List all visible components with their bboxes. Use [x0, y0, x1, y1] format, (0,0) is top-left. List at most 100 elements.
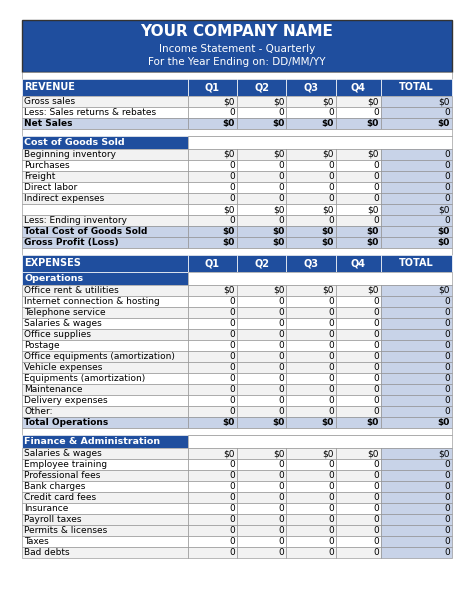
Bar	[237, 318, 286, 329]
Bar	[188, 481, 237, 492]
Text: 0: 0	[374, 194, 379, 203]
Bar	[286, 255, 336, 272]
Text: 0: 0	[374, 363, 379, 372]
Bar	[22, 536, 188, 547]
Text: 0: 0	[328, 396, 334, 405]
Bar	[22, 329, 188, 340]
Text: 0: 0	[279, 363, 284, 372]
Text: 0: 0	[328, 385, 334, 394]
Bar	[286, 547, 336, 558]
Bar	[22, 193, 188, 204]
Text: 0: 0	[279, 172, 284, 181]
Bar	[237, 182, 286, 193]
Bar	[237, 525, 286, 536]
Bar	[336, 237, 381, 248]
Bar	[188, 435, 452, 448]
Text: 0: 0	[374, 108, 379, 117]
Bar	[381, 307, 452, 318]
Text: 0: 0	[444, 330, 450, 339]
Text: 0: 0	[229, 319, 235, 328]
Bar	[336, 395, 381, 406]
Bar	[381, 470, 452, 481]
Text: 0: 0	[229, 515, 235, 524]
Text: Income Statement - Quarterly: Income Statement - Quarterly	[159, 43, 315, 54]
Bar	[237, 448, 286, 459]
Text: $0: $0	[322, 449, 334, 458]
Text: For the Year Ending on: DD/MM/YY: For the Year Ending on: DD/MM/YY	[148, 57, 326, 67]
Bar	[188, 373, 237, 384]
Bar	[381, 160, 452, 171]
Text: 0: 0	[229, 504, 235, 513]
Text: 0: 0	[279, 330, 284, 339]
Text: Telephone service: Telephone service	[25, 308, 106, 317]
Text: 0: 0	[444, 108, 450, 117]
Bar	[22, 149, 188, 160]
Text: $0: $0	[322, 150, 334, 159]
Text: 0: 0	[328, 161, 334, 170]
Bar	[286, 340, 336, 351]
Text: 0: 0	[374, 396, 379, 405]
Text: $0: $0	[438, 227, 450, 236]
Text: 0: 0	[374, 341, 379, 350]
Bar	[336, 384, 381, 395]
Text: $0: $0	[438, 286, 450, 295]
Bar	[381, 417, 452, 428]
Bar	[237, 79, 286, 96]
Bar	[381, 255, 452, 272]
Bar	[381, 204, 452, 215]
Text: $0: $0	[223, 238, 235, 247]
Bar	[237, 351, 286, 362]
Bar	[188, 226, 237, 237]
Bar	[336, 96, 381, 107]
Bar	[188, 329, 237, 340]
Bar	[381, 237, 452, 248]
Text: 0: 0	[229, 460, 235, 469]
Text: 0: 0	[279, 108, 284, 117]
Text: Taxes: Taxes	[25, 537, 49, 546]
Text: 0: 0	[328, 341, 334, 350]
Bar	[381, 514, 452, 525]
Bar	[22, 296, 188, 307]
Bar	[237, 459, 286, 470]
Text: Net Sales: Net Sales	[25, 119, 73, 128]
Bar	[336, 525, 381, 536]
Text: Postage: Postage	[25, 341, 60, 350]
Text: 0: 0	[279, 341, 284, 350]
Bar	[381, 448, 452, 459]
Bar	[336, 171, 381, 182]
Bar	[188, 340, 237, 351]
Text: 0: 0	[328, 460, 334, 469]
Bar	[22, 248, 452, 255]
Bar	[22, 514, 188, 525]
Text: Salaries & wages: Salaries & wages	[25, 319, 102, 328]
Text: 0: 0	[444, 385, 450, 394]
Text: 0: 0	[374, 161, 379, 170]
Text: 0: 0	[229, 330, 235, 339]
Bar	[188, 307, 237, 318]
Text: TOTAL: TOTAL	[399, 258, 434, 268]
Text: 0: 0	[444, 150, 450, 159]
Bar	[286, 160, 336, 171]
Bar	[237, 255, 286, 272]
Bar	[22, 435, 188, 448]
Text: $0: $0	[223, 119, 235, 128]
Text: Q1: Q1	[205, 258, 220, 268]
Text: 0: 0	[328, 471, 334, 480]
Bar	[237, 470, 286, 481]
Bar	[22, 406, 188, 417]
Bar	[22, 547, 188, 558]
Text: $0: $0	[272, 227, 284, 236]
Text: 0: 0	[328, 194, 334, 203]
Text: 0: 0	[374, 493, 379, 502]
Text: $0: $0	[224, 97, 235, 106]
Bar	[22, 459, 188, 470]
Bar	[381, 547, 452, 558]
Text: 0: 0	[229, 308, 235, 317]
Text: 0: 0	[444, 194, 450, 203]
Text: 0: 0	[279, 374, 284, 383]
Bar	[22, 226, 188, 237]
Bar	[237, 362, 286, 373]
Bar	[381, 193, 452, 204]
Bar	[22, 129, 452, 136]
Bar	[381, 329, 452, 340]
